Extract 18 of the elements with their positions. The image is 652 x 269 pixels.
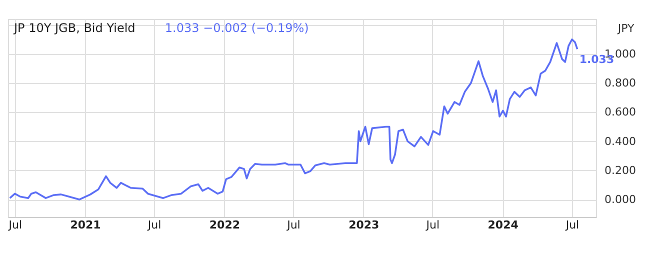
y-tick-label: 0.200 xyxy=(604,164,636,177)
line-series xyxy=(9,38,578,200)
x-tick-label: 2024 xyxy=(488,218,519,232)
x-tick-label: Jul xyxy=(8,218,22,232)
x-tick-label: Jul xyxy=(286,218,300,232)
text: JPY xyxy=(616,22,634,35)
x-tick-label: 2021 xyxy=(70,218,101,232)
y-tick-label: 0.600 xyxy=(604,106,636,119)
chart-title: JP 10Y JGB, Bid Yield xyxy=(13,21,136,35)
x-tick-label: Jul xyxy=(564,218,580,232)
x-tick-label: Jul xyxy=(146,218,162,232)
chart-subtitle: 1.033 −0.002 (−0.19%) xyxy=(164,21,309,35)
y-tick-label: 0.000 xyxy=(604,193,636,206)
x-tick-label: 2022 xyxy=(209,218,240,232)
x-tick-label: Jul xyxy=(425,218,440,232)
y-tick-label: 0.800 xyxy=(604,76,636,90)
y-tick-label: 0.400 xyxy=(604,134,636,148)
x-tick-label: 2023 xyxy=(348,218,380,232)
